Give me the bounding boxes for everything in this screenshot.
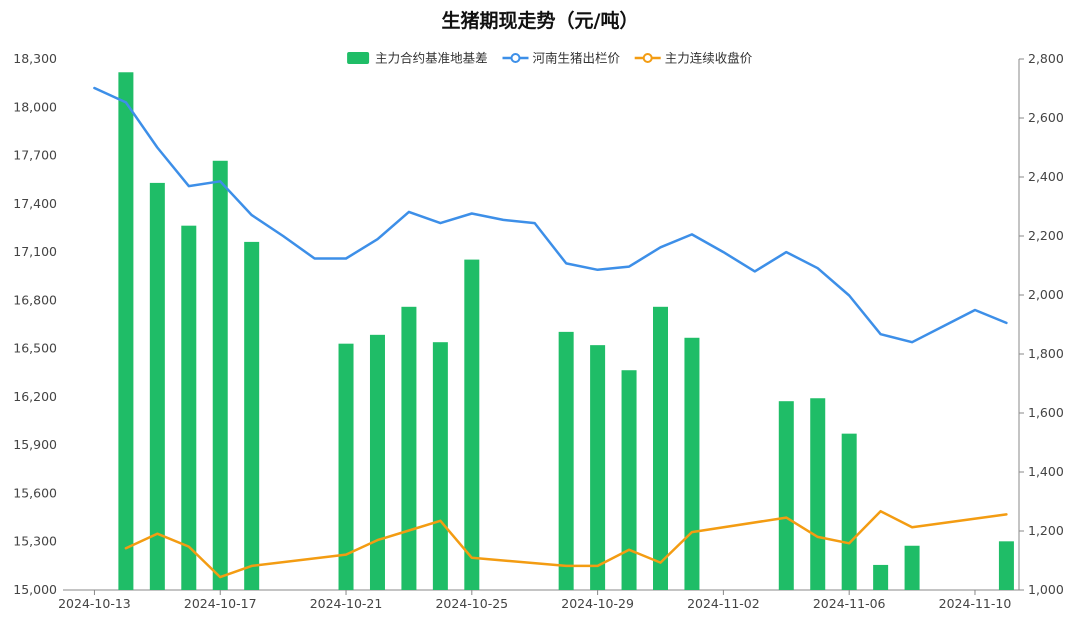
y-right-tick-label: 2,000 [1028,287,1064,302]
y-right-tick-label: 1,000 [1028,582,1064,597]
legend-bar-swatch [347,52,370,64]
y-left-tick-label: 15,600 [13,485,57,500]
legend-label: 主力合约基准地基差 [375,51,488,66]
x-tick-label: 2024-10-25 [435,596,508,611]
bar [118,72,134,590]
bar [590,345,606,590]
x-tick-label: 2024-11-10 [939,596,1012,611]
bar [181,225,197,591]
bar [244,241,260,590]
bar [401,306,417,590]
y-left-tick-label: 17,400 [13,196,57,211]
y-left-tick-label: 17,100 [13,244,57,259]
y-right-tick-label: 2,200 [1028,228,1064,243]
bar [621,370,637,590]
bar [464,259,480,590]
y-right-tick-label: 1,600 [1028,405,1064,420]
bar [684,337,700,590]
y-left-tick-label: 15,300 [13,534,57,549]
y-left-tick-label: 18,300 [13,51,57,66]
bar [653,306,668,590]
y-right-tick-label: 2,400 [1028,169,1064,184]
y-right-tick-label: 1,800 [1028,346,1064,361]
bar [841,433,857,590]
y-right-tick-label: 1,400 [1028,464,1064,479]
y-left-tick-label: 16,500 [13,341,57,356]
bar [998,541,1014,590]
bar [369,334,385,590]
x-tick-label: 2024-10-13 [58,596,131,611]
x-tick-label: 2024-11-02 [687,596,760,611]
bar [338,343,354,590]
y-right-tick-label: 2,800 [1028,51,1064,66]
bar [778,401,794,590]
bar [873,564,889,590]
y-left-tick-label: 15,000 [13,582,57,597]
henan-price-line [93,86,1008,344]
legend-marker [642,53,653,63]
bar [212,160,228,590]
chart-title: 生猪期现走势（元/吨） [441,10,639,32]
y-left-tick-label: 18,000 [13,99,57,114]
y-left-tick-label: 16,800 [13,292,57,307]
bar [810,398,826,590]
futures-close-line [124,509,1008,579]
x-tick-label: 2024-11-06 [813,596,886,611]
bar [558,331,574,590]
y-left-tick-label: 16,200 [13,389,57,404]
bar [149,182,165,590]
legend-label: 主力连续收盘价 [665,51,753,66]
x-tick-label: 2024-10-29 [561,596,634,611]
y-right-tick-label: 2,600 [1028,110,1064,125]
bar [432,342,448,590]
y-left-tick-label: 17,700 [13,148,57,163]
legend-label: 河南生猪出栏价 [533,51,621,66]
x-tick-label: 2024-10-21 [310,596,383,611]
y-left-tick-label: 15,900 [13,437,57,452]
y-right-tick-label: 1,200 [1028,523,1064,538]
legend-marker [510,53,521,63]
bar [904,545,920,590]
x-tick-label: 2024-10-17 [184,596,257,611]
